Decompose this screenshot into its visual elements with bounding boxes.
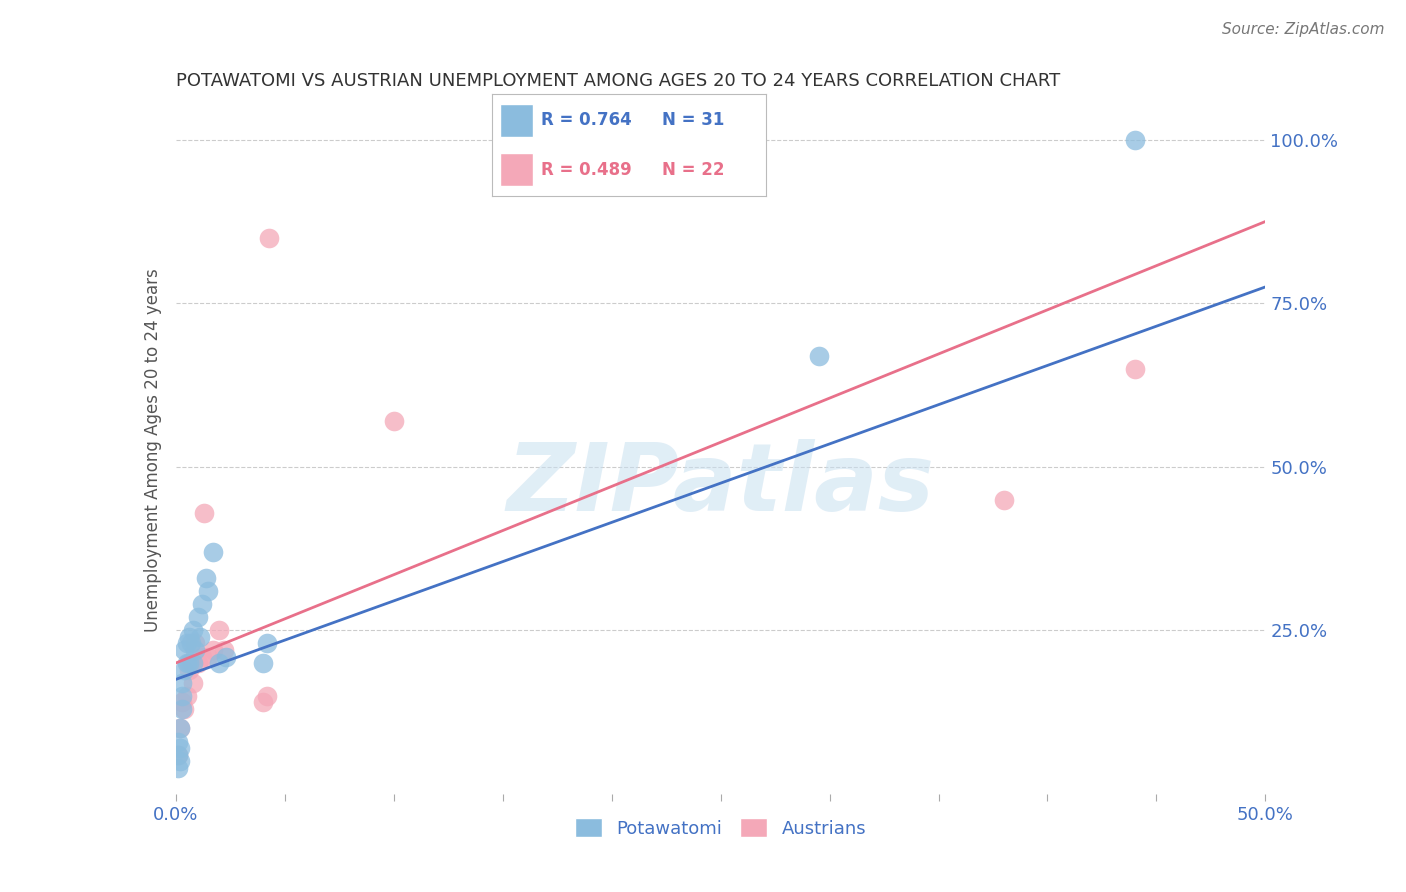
Point [180, 636, 202, 650]
Point [208, 624, 231, 638]
Point [176, 636, 198, 650]
Point [176, 689, 198, 703]
Point [173, 663, 195, 677]
Point [173, 702, 195, 716]
Point [186, 656, 209, 670]
Point [176, 656, 198, 670]
Point [215, 649, 238, 664]
Point [197, 649, 219, 664]
Point [167, 761, 190, 775]
Point [252, 695, 274, 709]
Point [382, 414, 405, 428]
Point [172, 702, 194, 716]
Text: Source: ZipAtlas.com: Source: ZipAtlas.com [1222, 22, 1385, 37]
Point [201, 643, 224, 657]
Point [256, 636, 278, 650]
Point [169, 722, 191, 736]
Point [256, 689, 278, 703]
Point [195, 571, 218, 585]
Point [177, 656, 200, 670]
Point [172, 695, 194, 709]
Point [197, 584, 219, 599]
Point [191, 649, 214, 664]
Point [180, 656, 202, 670]
Text: R = 0.764: R = 0.764 [541, 112, 633, 129]
Point [188, 630, 211, 644]
Point [181, 675, 204, 690]
Point [1123, 133, 1146, 147]
Point [169, 741, 191, 756]
Point [172, 689, 194, 703]
Point [259, 231, 281, 245]
Point [201, 545, 224, 559]
Point [169, 754, 191, 768]
FancyBboxPatch shape [501, 104, 533, 136]
Point [181, 624, 204, 638]
Point [167, 747, 190, 762]
Point [167, 747, 190, 762]
Text: R = 0.489: R = 0.489 [541, 161, 633, 178]
Point [184, 636, 207, 650]
Y-axis label: Unemployment Among Ages 20 to 24 years: Unemployment Among Ages 20 to 24 years [143, 268, 162, 632]
Point [208, 656, 231, 670]
Point [177, 630, 200, 644]
Point [173, 643, 195, 657]
Point [169, 722, 191, 736]
Point [184, 643, 207, 657]
Point [252, 656, 274, 670]
Text: ZIPatlas: ZIPatlas [506, 439, 935, 531]
Point [1123, 361, 1146, 376]
FancyBboxPatch shape [501, 153, 533, 186]
Point [186, 610, 209, 624]
Point [807, 349, 830, 363]
Point [993, 492, 1015, 507]
Text: N = 22: N = 22 [662, 161, 724, 178]
Text: POTAWATOMI VS AUSTRIAN UNEMPLOYMENT AMONG AGES 20 TO 24 YEARS CORRELATION CHART: POTAWATOMI VS AUSTRIAN UNEMPLOYMENT AMON… [176, 72, 1060, 90]
Point [193, 506, 215, 520]
Legend: Potawatomi, Austrians: Potawatomi, Austrians [565, 809, 876, 847]
Point [191, 597, 214, 611]
Point [212, 643, 235, 657]
Point [177, 663, 200, 677]
Point [181, 656, 204, 670]
Point [172, 675, 194, 690]
Point [167, 734, 190, 748]
Text: N = 31: N = 31 [662, 112, 724, 129]
